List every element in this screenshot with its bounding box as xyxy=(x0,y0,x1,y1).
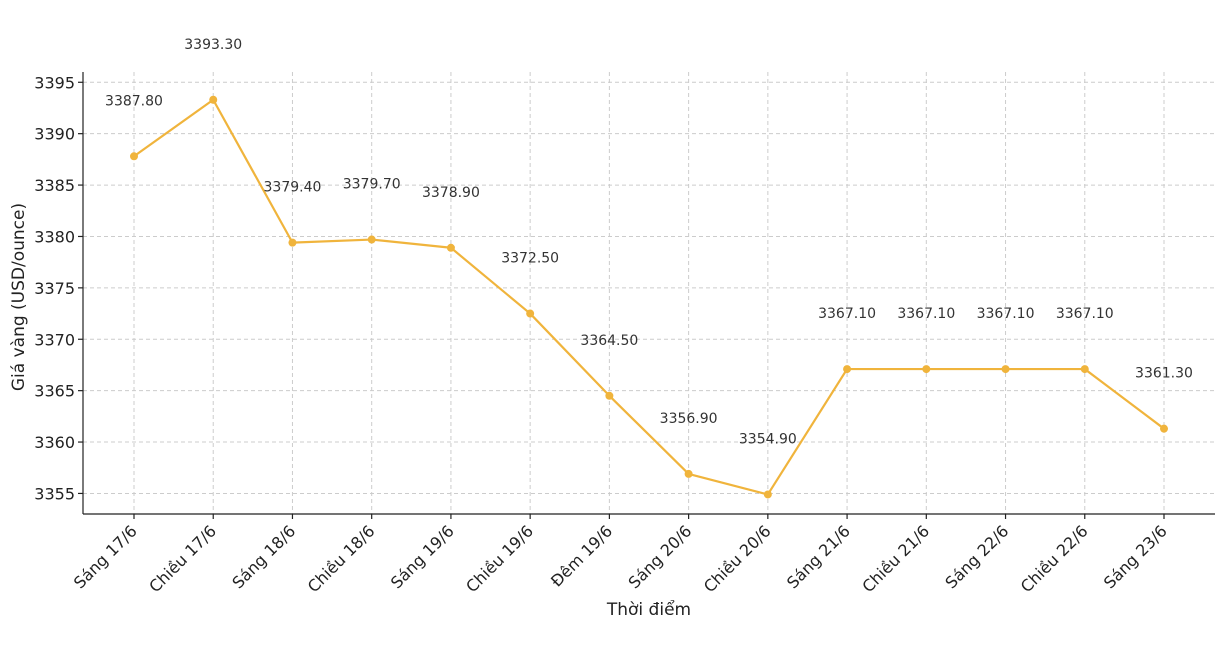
y-tick-label: 3380 xyxy=(34,227,75,246)
y-axis-label: Giá vàng (USD/ounce) xyxy=(9,203,29,391)
y-axis-ticks: 3355 3360 3365 3370 3375 3380 3385 3390 3395 xyxy=(34,73,83,503)
data-point xyxy=(367,235,376,244)
data-label: 3367.10 xyxy=(818,306,876,322)
x-axis-ticks: Sáng 17/6 Chiều 17/6 Sáng 18/6 Chiều 18/6 Sá… xyxy=(70,514,1171,596)
data-point xyxy=(684,469,693,478)
y-tick-label: 3395 xyxy=(34,73,75,92)
x-tick-label: Sáng 21/6 xyxy=(783,521,854,592)
data-labels: 3387.80 3393.30 3379.40 3379.70 3378.90 3372.… xyxy=(105,37,1193,448)
data-label: 3367.10 xyxy=(977,306,1035,322)
data-label: 3354.90 xyxy=(739,431,797,447)
x-tick-label: Chiều 22/6 xyxy=(1017,521,1092,596)
x-tick-label: Chiều 20/6 xyxy=(700,521,775,596)
data-label: 3356.90 xyxy=(660,411,718,427)
y-tick-label: 3375 xyxy=(34,279,75,298)
data-point xyxy=(209,95,218,104)
data-point xyxy=(605,391,614,400)
x-tick-label: Chiều 19/6 xyxy=(462,521,537,596)
data-point xyxy=(288,238,297,247)
data-points xyxy=(130,95,1168,499)
y-tick-label: 3365 xyxy=(34,382,75,401)
data-point xyxy=(843,365,852,374)
grid xyxy=(83,72,1215,514)
data-label: 3387.80 xyxy=(105,93,163,109)
y-tick-label: 3370 xyxy=(34,330,75,349)
x-tick-label: Sáng 18/6 xyxy=(228,521,299,592)
data-point xyxy=(922,365,931,374)
data-label: 3379.70 xyxy=(343,177,401,193)
x-tick-label: Sáng 20/6 xyxy=(625,521,696,592)
data-point xyxy=(1080,365,1089,374)
y-tick-label: 3385 xyxy=(34,176,75,195)
x-tick-label: Sáng 17/6 xyxy=(70,521,141,592)
data-point xyxy=(446,243,455,252)
data-label: 3364.50 xyxy=(580,333,638,349)
data-label: 3367.10 xyxy=(1056,306,1114,322)
axes xyxy=(82,72,1215,515)
x-tick-label: Chiều 21/6 xyxy=(858,521,933,596)
x-tick-label: Sáng 19/6 xyxy=(387,521,458,592)
data-label: 3393.30 xyxy=(184,37,242,53)
y-tick-label: 3360 xyxy=(34,433,75,452)
data-label: 3367.10 xyxy=(897,306,955,322)
series-polyline xyxy=(133,98,1165,496)
data-label: 3372.50 xyxy=(501,251,559,267)
y-tick-label: 3390 xyxy=(34,125,75,144)
x-axis-label: Thời điểm xyxy=(606,599,691,620)
data-label: 3378.90 xyxy=(422,185,480,201)
data-point xyxy=(526,309,535,318)
data-point xyxy=(763,490,772,499)
y-tick-label: 3355 xyxy=(34,484,75,503)
x-tick-label: Đêm 19/6 xyxy=(547,521,616,590)
data-point xyxy=(130,152,138,161)
data-label: 3361.30 xyxy=(1135,366,1193,382)
x-tick-label: Chiều 17/6 xyxy=(145,521,220,596)
x-tick-label: Sáng 23/6 xyxy=(1100,521,1171,592)
data-point xyxy=(1160,424,1168,433)
x-tick-label: Sáng 22/6 xyxy=(941,521,1012,592)
data-point xyxy=(1001,365,1010,374)
data-label: 3379.40 xyxy=(264,180,322,196)
series-line xyxy=(133,98,1165,496)
x-tick-label: Chiều 18/6 xyxy=(304,521,379,596)
